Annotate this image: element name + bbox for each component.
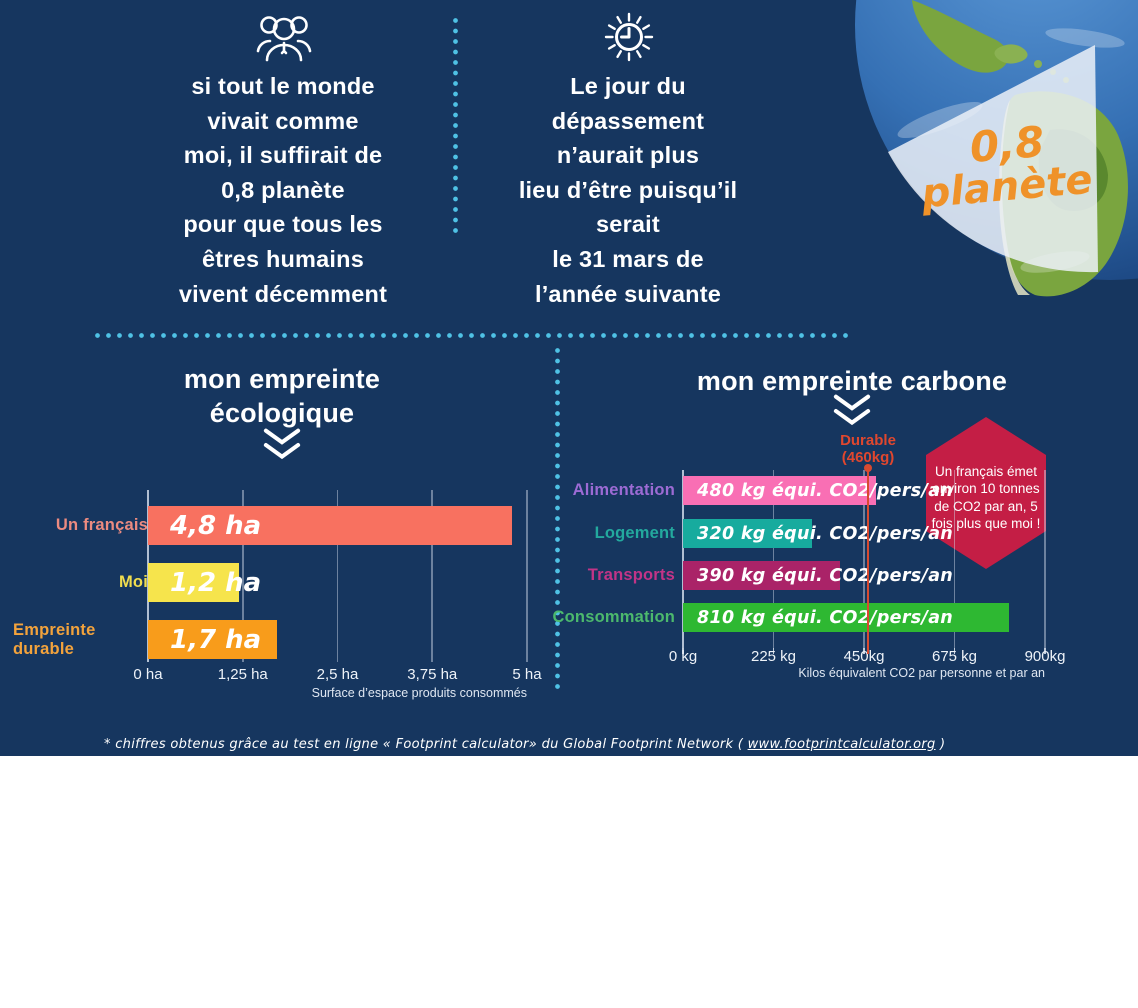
reference-line-label: Durable (460kg) xyxy=(816,432,920,466)
gridline xyxy=(336,490,339,662)
x-tick-label: 450kg xyxy=(843,648,885,665)
statement-line: dépassement xyxy=(551,107,705,134)
statement-line: serait xyxy=(596,211,660,238)
bar-value-label: 480 kg équi. CO2/pers/an xyxy=(697,480,954,501)
x-axis-ticks: 0 ha 1,25 ha 2,5 ha 3,75 ha 5 ha xyxy=(133,666,541,686)
gridline xyxy=(772,470,775,648)
statement-line: êtres humains xyxy=(202,245,364,272)
hexagon-callout-line: environ 10 tonnes xyxy=(932,481,1040,497)
y-axis-line xyxy=(682,470,685,648)
footnote: * chiffres obtenus grâce au test en lign… xyxy=(104,737,945,752)
carbon-footprint-bar-chart: Alimentation Logement Transports Consommati… xyxy=(552,464,1066,681)
bar: 810 kg équi. CO2/pers/an xyxy=(683,603,1009,632)
sun-clock-icon xyxy=(604,12,654,62)
statement-line: n’aurait plus xyxy=(556,142,700,169)
earth-image xyxy=(855,0,1138,297)
bar: 320 kg équi. CO2/pers/an xyxy=(683,519,953,548)
x-tick-label: 0 ha xyxy=(133,666,163,683)
bar-value-label: 4,8 ha xyxy=(170,510,262,541)
statement-line: vivait comme xyxy=(207,107,359,134)
gridline xyxy=(863,470,865,648)
planet-fraction-wedge xyxy=(888,45,1098,273)
bar-value-label: 1,2 ha xyxy=(170,567,262,598)
reference-line-dot xyxy=(864,464,873,472)
ecological-footprint-bar-chart: Un français Moi Empreinte durable 4,8 ha 1,2… xyxy=(13,490,544,705)
gridline xyxy=(953,470,956,648)
left-chart-title: mon empreinte écologique xyxy=(107,362,457,430)
x-axis-ticks: 0 kg 225 kg 450kg 675 kg 900kg xyxy=(669,648,1066,668)
hexagon-callout-line: Un français émet xyxy=(934,464,1038,479)
infographic-panel: 0,8 planète si tout le monde vivait comm… xyxy=(0,0,1138,756)
x-axis-label: Kilos équivalent CO2 par personne et par… xyxy=(798,666,1045,680)
reference-line xyxy=(867,470,870,654)
category-label: Moi xyxy=(118,573,148,591)
statement-line: si tout le monde xyxy=(191,73,375,99)
category-label: Alimentation xyxy=(572,481,675,499)
statement-line: moi, il suffirait de xyxy=(183,142,383,169)
gridline xyxy=(241,490,244,662)
statement-line: vivent décemment xyxy=(178,280,388,307)
hexagon-callout-line: de CO2 par an, 5 xyxy=(934,498,1038,514)
people-group-icon xyxy=(256,16,312,62)
bar: 4,8 ha xyxy=(148,506,512,545)
category-label: Transports xyxy=(587,566,675,584)
bar: 1,7 ha xyxy=(148,620,277,659)
bar: 390 kg équi. CO2/pers/an xyxy=(683,561,953,590)
bar-value-label: 810 kg équi. CO2/pers/an xyxy=(697,607,954,628)
gridline xyxy=(526,490,528,662)
x-tick-label: 675 kg xyxy=(931,648,978,665)
hexagon-callout-line: fois plus que moi ! xyxy=(931,516,1041,532)
right-chart-title: mon empreinte carbone xyxy=(696,366,1008,396)
footnote-text: * chiffres obtenus grâce au test en lign… xyxy=(104,737,748,752)
category-label: Empreinte durable xyxy=(13,620,96,658)
axis-tick-mark xyxy=(682,648,684,654)
plot-area: 4,8 ha 1,2 ha 1,7 ha xyxy=(147,490,528,662)
x-tick-label: 0 kg xyxy=(668,648,698,665)
x-tick-label: 1,25 ha xyxy=(217,666,268,683)
footnote-text: ) xyxy=(935,737,946,752)
dotted-divider-vertical-middle xyxy=(555,348,560,692)
left-chart-title-line: écologique xyxy=(209,398,355,428)
x-tick-label: 900kg xyxy=(1024,648,1066,665)
axis-tick-mark xyxy=(772,648,775,654)
bar-value-label: 1,7 ha xyxy=(170,624,262,655)
statement-line: l’année suivante xyxy=(534,280,722,307)
axis-tick-mark xyxy=(953,648,956,654)
x-tick-label: 2,5 ha xyxy=(316,666,359,683)
plot-area: 480 kg équi. CO2/pers/an 320 kg équi. CO2… xyxy=(682,464,1046,654)
bar-value-label: 320 kg équi. CO2/pers/an xyxy=(697,523,954,544)
statement-line: pour que tous les xyxy=(183,211,383,238)
footnote-link[interactable]: www.footprintcalculator.org xyxy=(747,737,936,752)
bar: 1,2 ha xyxy=(148,563,261,602)
axis-tick-mark xyxy=(1044,648,1046,654)
axis-tick-mark xyxy=(863,648,865,654)
x-tick-label: 225 kg xyxy=(750,648,797,665)
double-chevron-down-icon xyxy=(263,428,301,460)
dotted-divider-horizontal xyxy=(95,333,852,338)
bar-value-label: 390 kg équi. CO2/pers/an xyxy=(697,565,954,586)
statement-block-1: si tout le monde vivait comme moi, il su… xyxy=(118,69,448,311)
gridline xyxy=(1044,470,1046,648)
reference-line-label-line: Durable xyxy=(840,432,896,449)
dotted-divider-vertical-top xyxy=(453,18,458,237)
statement-line: le 31 mars de xyxy=(552,245,704,272)
gridline xyxy=(431,490,434,662)
left-chart-title-line: mon empreinte xyxy=(183,364,381,394)
reference-line-label-line: (460kg) xyxy=(841,449,895,466)
category-label: Un français xyxy=(55,516,148,534)
statement-line: Le jour du xyxy=(570,73,686,99)
double-chevron-down-icon xyxy=(833,394,871,426)
statement-line: lieu d’être puisqu’il xyxy=(518,176,738,203)
category-label: Logement xyxy=(594,524,675,542)
bar: 480 kg équi. CO2/pers/an xyxy=(683,476,953,505)
x-axis-label: Surface d’espace produits consommés xyxy=(311,686,527,700)
category-label: Consommation xyxy=(552,608,675,626)
x-tick-label: 3,75 ha xyxy=(407,666,458,683)
statement-line: 0,8 planète xyxy=(221,176,345,203)
x-tick-label: 5 ha xyxy=(512,666,542,683)
statement-block-2: Le jour du dépassement n’aurait plus lie… xyxy=(472,69,784,311)
